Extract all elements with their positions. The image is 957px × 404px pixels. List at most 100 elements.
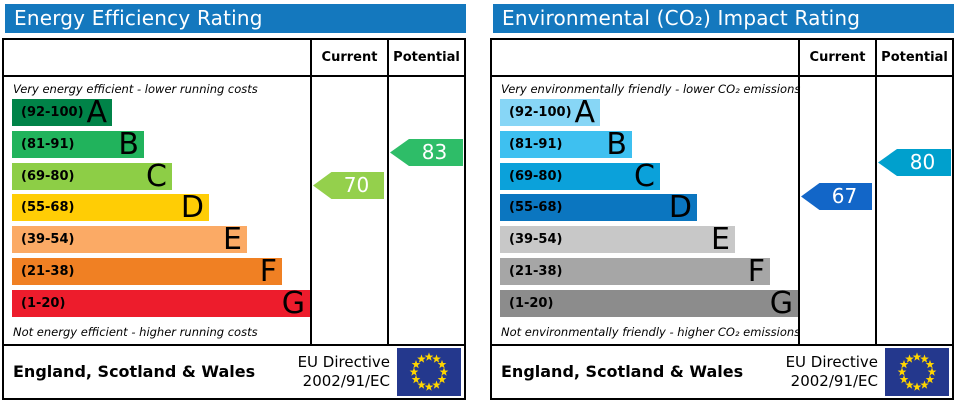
band-row-B: (81-91) B: [12, 126, 144, 162]
eu-flag-star: [905, 380, 914, 389]
band-row-F: (21-38) F: [12, 253, 282, 289]
eu-directive-line2: 2002/91/EC: [790, 372, 878, 390]
potential-column-header: Potential: [881, 50, 948, 65]
band-range-label: (92-100): [509, 105, 572, 120]
band-range-label: (55-68): [21, 200, 75, 215]
band-letter: E: [223, 221, 242, 257]
region-label: England, Scotland & Wales: [13, 362, 256, 381]
eu-flag-star: [411, 374, 421, 384]
eu-flag-star: [409, 367, 419, 376]
column-divider: [875, 40, 877, 344]
energy-efficiency-chart: Energy Efficiency Rating Current Potenti…: [2, 4, 466, 400]
header-divider: [492, 75, 952, 77]
eu-flag-star: [897, 367, 907, 376]
eu-flag-star: [432, 354, 441, 363]
band-row-A: (92-100) A: [500, 94, 600, 130]
band-row-D: (55-68) D: [500, 189, 697, 225]
environmental-impact-chart: Environmental (CO₂) Impact Rating Curren…: [490, 4, 954, 400]
band-letter: D: [180, 189, 204, 225]
bottom-note: Not environmentally friendly - higher CO…: [501, 325, 801, 339]
footer-divider: [4, 344, 464, 346]
band-letter: D: [668, 189, 692, 225]
footer-divider: [492, 344, 952, 346]
band-row-C: (69-80) C: [12, 158, 172, 194]
band-range-label: (1-20): [21, 296, 66, 311]
band-row-E: (39-54) E: [12, 221, 247, 257]
band-letter: F: [747, 253, 765, 289]
current-rating-arrow: 67: [801, 183, 872, 210]
potential-column-header: Potential: [393, 50, 460, 65]
band-row-F: (21-38) F: [500, 253, 770, 289]
eu-flag-star: [920, 380, 929, 389]
band-range-label: (21-38): [21, 264, 75, 279]
band-letter: A: [86, 94, 107, 130]
band-letter: B: [606, 126, 627, 162]
eu-flag-icon: [397, 348, 461, 396]
bottom-note: Not energy efficient - higher running co…: [13, 325, 258, 339]
band-row-E: (39-54) E: [500, 221, 735, 257]
eu-directive-label: EU Directive 2002/91/EC: [786, 353, 878, 391]
eu-flag-star: [912, 382, 922, 391]
band-range-label: (81-91): [509, 137, 563, 152]
band-range-label: (21-38): [509, 264, 563, 279]
band-row-C: (69-80) C: [500, 158, 660, 194]
band-row-G: (1-20) G: [12, 285, 310, 321]
potential-rating-arrow: 80: [878, 149, 951, 176]
current-column-header: Current: [809, 50, 866, 65]
eu-directive-label: EU Directive 2002/91/EC: [298, 353, 390, 391]
band-row-A: (92-100) A: [12, 94, 112, 130]
column-divider: [798, 40, 800, 344]
current-rating-arrow: 70: [313, 172, 384, 199]
band-range-label: (39-54): [21, 232, 75, 247]
eu-flag-star: [927, 367, 937, 376]
band-row-G: (1-20) G: [500, 285, 798, 321]
rating-table: Current Potential Very environmentally f…: [490, 38, 954, 400]
top-note: Very energy efficient - lower running co…: [13, 82, 258, 96]
eu-flag-star: [925, 374, 935, 384]
chart-title: Environmental (CO₂) Impact Rating: [493, 4, 954, 33]
eu-flag-icon: [885, 348, 949, 396]
band-range-label: (55-68): [509, 200, 563, 215]
band-letter: B: [118, 126, 139, 162]
eu-flag-star: [899, 359, 909, 369]
table-footer: England, Scotland & Wales EU Directive 2…: [492, 346, 952, 398]
table-footer: England, Scotland & Wales EU Directive 2…: [4, 346, 464, 398]
eu-flag-star: [417, 380, 426, 389]
eu-flag-star: [925, 359, 935, 369]
eu-flag-star: [417, 354, 426, 363]
eu-directive-line1: EU Directive: [785, 353, 878, 371]
band-letter: C: [634, 158, 655, 194]
band-letter: C: [146, 158, 167, 194]
band-range-label: (39-54): [509, 232, 563, 247]
band-range-label: (69-80): [509, 169, 563, 184]
eu-flag-star: [437, 374, 447, 384]
rating-table: Current Potential Very energy efficient …: [2, 38, 466, 400]
band-row-B: (81-91) B: [500, 126, 632, 162]
band-row-D: (55-68) D: [12, 189, 209, 225]
eu-directive-line1: EU Directive: [297, 353, 390, 371]
eu-flag-star: [424, 352, 434, 361]
band-range-label: (92-100): [21, 105, 84, 120]
band-letter: G: [281, 285, 305, 321]
column-divider: [387, 40, 389, 344]
column-divider: [310, 40, 312, 344]
top-note: Very environmentally friendly - lower CO…: [501, 82, 801, 96]
eu-flag-star: [905, 354, 914, 363]
eu-flag-star: [424, 382, 434, 391]
band-letter: E: [711, 221, 730, 257]
eu-flag-star: [912, 352, 922, 361]
band-range-label: (1-20): [509, 296, 554, 311]
band-letter: G: [769, 285, 793, 321]
current-column-header: Current: [321, 50, 378, 65]
eu-flag-star: [899, 374, 909, 384]
eu-flag-star: [920, 354, 929, 363]
band-letter: A: [574, 94, 595, 130]
chart-title: Energy Efficiency Rating: [5, 4, 466, 33]
header-divider: [4, 75, 464, 77]
eu-flag-star: [437, 359, 447, 369]
band-letter: F: [259, 253, 277, 289]
band-range-label: (69-80): [21, 169, 75, 184]
potential-rating-arrow: 83: [390, 139, 463, 166]
eu-directive-line2: 2002/91/EC: [302, 372, 390, 390]
